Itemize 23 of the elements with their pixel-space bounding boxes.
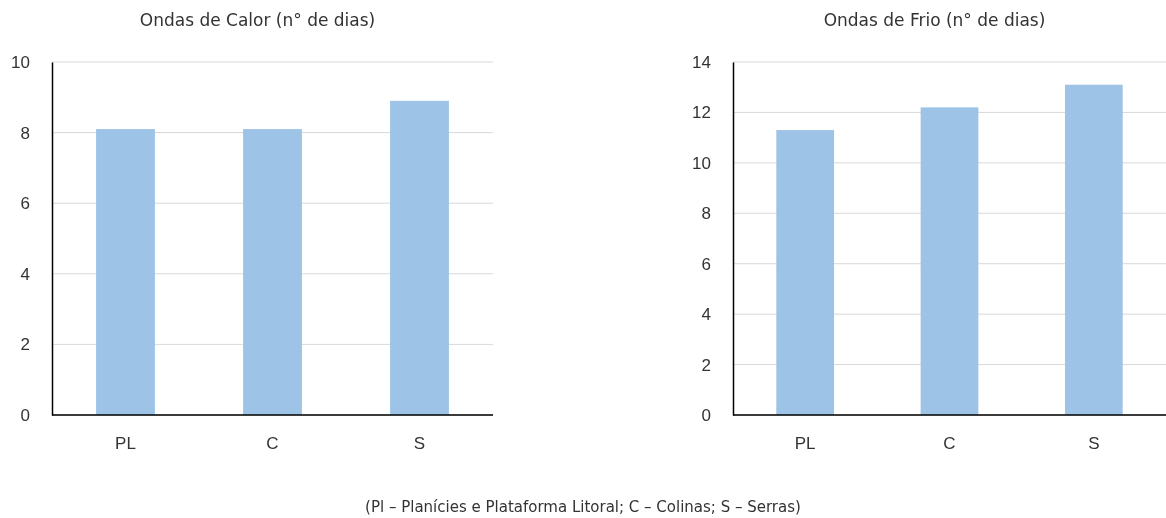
y-tick-label: 2 bbox=[20, 335, 30, 355]
y-tick-label: 14 bbox=[692, 52, 711, 72]
y-tick-label: 6 bbox=[20, 194, 30, 214]
y-tick-label: 4 bbox=[701, 305, 711, 325]
x-tick-label: S bbox=[1088, 434, 1100, 454]
text: (Pl – Planícies e Plataforma Litoral; C – Colinas; S – Serras) bbox=[365, 498, 801, 516]
x-tick-label: PL bbox=[115, 434, 136, 454]
y-tick-label: 6 bbox=[701, 254, 711, 274]
chart-title: Ondas de Frio (n° de dias) bbox=[823, 10, 1046, 30]
x-tick-label: PL bbox=[794, 434, 816, 454]
y-tick-label: 10 bbox=[11, 52, 30, 72]
x-tick-label: C bbox=[943, 434, 956, 454]
y-tick-label: 4 bbox=[20, 264, 30, 284]
x-tick-label: C bbox=[266, 434, 279, 454]
x-tick-label: S bbox=[413, 434, 426, 454]
y-tick-label: 0 bbox=[701, 405, 711, 425]
y-tick-label: 12 bbox=[692, 103, 711, 123]
chart-title: Ondas de Calor (n° de dias) bbox=[139, 10, 376, 30]
y-tick-label: 2 bbox=[701, 355, 711, 375]
y-tick-label: 0 bbox=[20, 405, 30, 425]
y-tick-label: 10 bbox=[692, 153, 711, 173]
y-tick-label: 8 bbox=[20, 123, 30, 143]
y-tick-label: 8 bbox=[701, 204, 711, 224]
